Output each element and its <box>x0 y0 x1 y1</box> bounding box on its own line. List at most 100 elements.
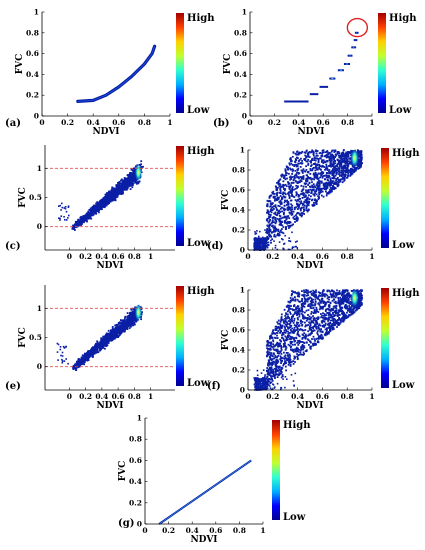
data-point <box>126 187 129 189</box>
data-point <box>262 243 264 245</box>
data-point <box>332 167 335 170</box>
data-point <box>102 335 105 338</box>
data-point <box>123 182 126 185</box>
data-point <box>331 174 334 176</box>
data-point <box>258 243 261 246</box>
data-point <box>259 239 262 242</box>
data-point <box>124 321 126 324</box>
data-point <box>120 332 123 335</box>
data-point <box>360 293 362 296</box>
data-point <box>300 184 303 187</box>
data-point <box>338 152 341 155</box>
data-point <box>298 205 300 207</box>
data-point <box>94 207 96 210</box>
x-tick-label: 0.2 <box>266 252 279 261</box>
data-point <box>325 163 328 166</box>
data-point <box>349 158 352 161</box>
data-point <box>273 225 276 228</box>
data-point <box>85 353 88 356</box>
data-point <box>317 185 319 188</box>
data-point <box>263 237 265 240</box>
data-point <box>279 211 282 213</box>
data-point <box>346 161 348 163</box>
data-point <box>297 153 300 156</box>
data-point <box>130 168 133 171</box>
data-point <box>94 344 96 347</box>
data-point <box>301 169 304 172</box>
data-point <box>99 342 101 345</box>
data-point <box>266 205 268 207</box>
data-point <box>268 237 270 239</box>
data-point <box>79 216 82 219</box>
data-point <box>268 223 271 226</box>
data-point <box>280 201 282 204</box>
data-point <box>81 216 84 219</box>
data-point <box>334 177 336 180</box>
data-point <box>131 172 134 175</box>
data-point <box>295 159 298 162</box>
data-point <box>340 165 343 168</box>
data-point <box>129 178 131 181</box>
data-point <box>334 167 337 170</box>
data-point <box>126 185 128 188</box>
data-point <box>76 363 79 366</box>
data-point <box>291 247 293 250</box>
data-point <box>84 214 87 217</box>
data-point <box>121 323 124 326</box>
data-point <box>266 199 269 202</box>
data-point <box>123 187 126 190</box>
data-point <box>121 329 123 332</box>
panel-d: 0 0.2 0.4 0.6 0.8 100.20.40.60.81NDVIFVC(d)Hi… <box>207 146 420 272</box>
data-point <box>102 204 105 206</box>
data-point <box>323 161 326 163</box>
data-point <box>288 237 290 239</box>
y-tick-label: 0.8 <box>232 166 245 175</box>
x-tick-label: 0 <box>39 118 44 127</box>
data-point <box>303 192 306 195</box>
data-point <box>313 204 316 206</box>
data-point <box>298 177 300 180</box>
data-point <box>271 225 273 228</box>
data-point <box>274 244 277 247</box>
data-point <box>293 188 295 191</box>
data-point <box>127 320 130 323</box>
x-tick-label: 0.2 <box>79 392 92 401</box>
data-point <box>133 174 136 177</box>
data-point <box>269 216 271 218</box>
data-point <box>118 328 120 331</box>
data-point <box>86 356 89 359</box>
data-point <box>91 208 94 211</box>
data-point <box>311 177 314 180</box>
data-point <box>81 363 84 365</box>
data-point <box>89 353 92 355</box>
data-point <box>330 159 333 162</box>
x-axis-label: NDVI <box>296 261 323 271</box>
data-point <box>310 190 313 192</box>
data-point <box>329 191 332 194</box>
data-point <box>288 191 290 194</box>
data-point <box>327 176 330 179</box>
data-point <box>273 208 275 210</box>
data-point <box>121 182 124 184</box>
data-point <box>117 323 120 326</box>
y-tick-label: 0.4 <box>234 70 247 79</box>
y-tick-label: 0 <box>242 112 247 121</box>
data-point <box>296 247 299 249</box>
data-point <box>278 217 281 220</box>
data-point <box>287 215 290 217</box>
data-point <box>83 215 85 218</box>
data-point <box>273 230 276 233</box>
data-point <box>299 214 302 216</box>
data-point <box>297 186 299 188</box>
data-point <box>274 218 277 221</box>
data-point <box>303 209 306 211</box>
data-point <box>103 206 105 208</box>
data-point <box>282 184 285 187</box>
data-point <box>288 172 290 175</box>
data-point <box>116 331 119 334</box>
data-point <box>103 339 105 342</box>
data-point <box>346 152 349 155</box>
data-point <box>272 192 274 195</box>
data-point <box>111 190 114 193</box>
data-point <box>100 346 103 349</box>
